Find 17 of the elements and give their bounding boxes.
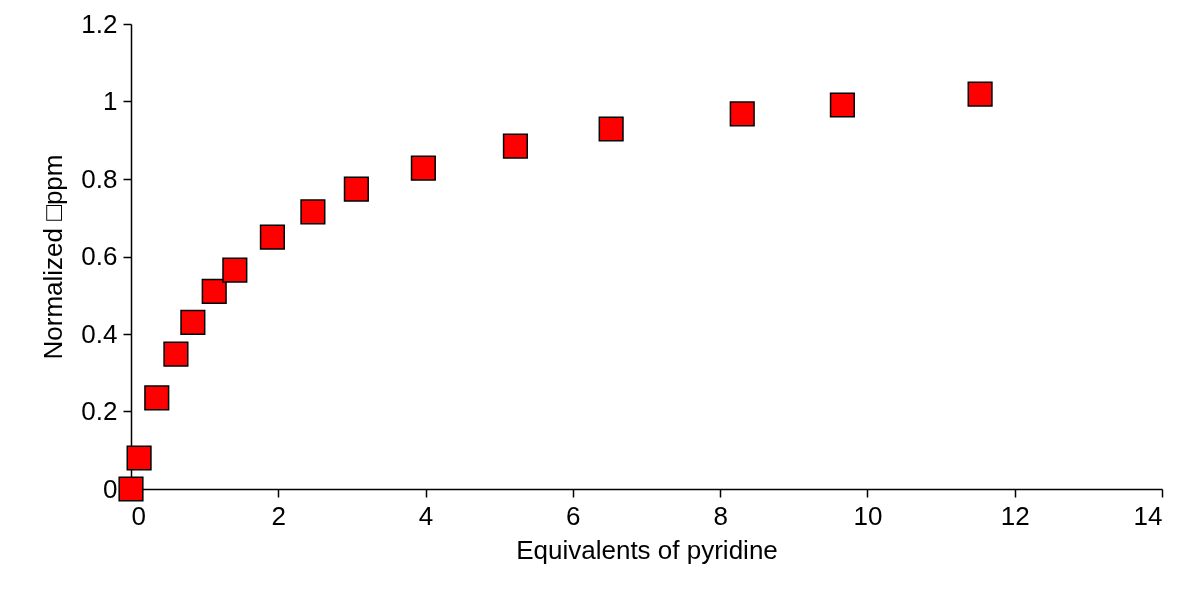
x-tick-label: 12 bbox=[1000, 500, 1030, 531]
y-axis-title: Normalized □ppm bbox=[38, 154, 69, 360]
y-tick-label: 1.2 bbox=[81, 8, 118, 39]
y-tick-label: 0.8 bbox=[81, 163, 118, 194]
x-tick-label: 6 bbox=[566, 500, 581, 531]
y-tick-label: 0.4 bbox=[81, 318, 118, 349]
x-tick-label: 4 bbox=[418, 500, 434, 531]
x-tick-label: 0 bbox=[131, 500, 146, 531]
x-axis-title: Equivalents of pyridine bbox=[516, 534, 778, 565]
x-tick-label: 8 bbox=[713, 500, 728, 531]
x-tick-label: 14 bbox=[1133, 500, 1163, 531]
x-tick-label: 2 bbox=[271, 500, 287, 531]
y-tick-label: 0.6 bbox=[81, 241, 118, 271]
x-tick-label: 10 bbox=[853, 500, 883, 531]
y-tick-label: 1 bbox=[103, 86, 118, 116]
y-tick-label: 0 bbox=[103, 473, 118, 504]
y-tick-label: 0.2 bbox=[81, 396, 118, 426]
